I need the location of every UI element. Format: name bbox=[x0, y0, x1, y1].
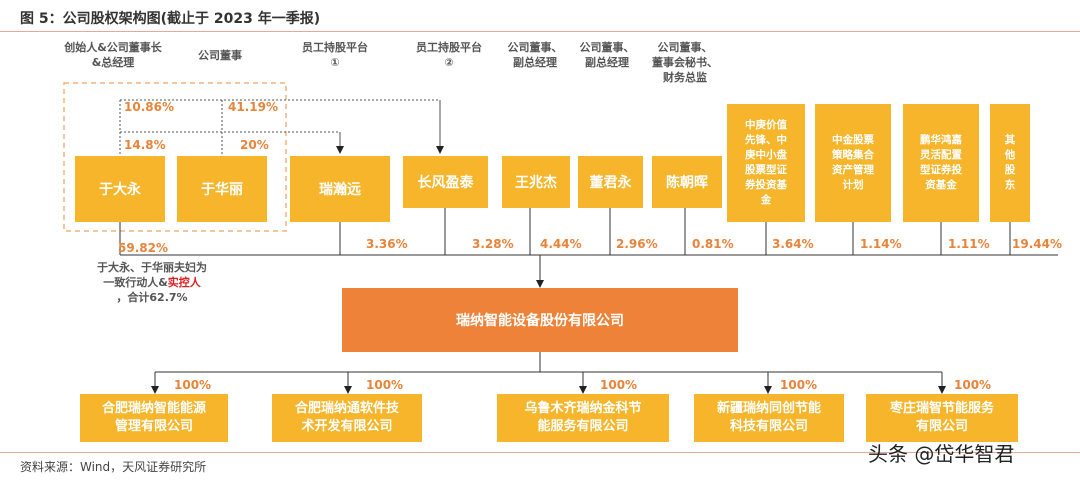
pct-yuhuali-to-ruihanyuan: 20% bbox=[240, 138, 269, 152]
role-esop-platform-1: 员工持股平台 ① bbox=[302, 41, 368, 69]
pct-yudayong-to-ruihanyuan: 14.8% bbox=[124, 138, 166, 152]
figure-title: 图 5：公司股权架构图(截止于 2023 年一季报) bbox=[20, 11, 321, 27]
pct-others: 19.44% bbox=[1012, 237, 1062, 251]
watermark: 头条 @岱华智君 bbox=[868, 442, 1015, 466]
role-director-vp-2: 公司董事、 副总经理 bbox=[579, 41, 635, 69]
shareholder-wangzhaojie: 王兆杰 bbox=[502, 156, 570, 208]
shareholder-chenchaohui: 陈朝晖 bbox=[652, 156, 722, 208]
shareholder-fund-cicc: 中金股票 策略集合 资产管理 计划 bbox=[815, 104, 891, 222]
pct-changfeng: 3.28% bbox=[472, 237, 514, 251]
shareholder-yuhuali: 于华丽 bbox=[177, 156, 267, 222]
shareholder-changfeng: 长风盈泰 bbox=[403, 156, 488, 208]
founders-dashed-frame bbox=[63, 82, 287, 232]
pct-sub-5: 100% bbox=[954, 378, 992, 392]
actual-controller-note: 于大永、于华丽夫妇为 一致行动人&实控人 ，合计62.7% bbox=[97, 261, 207, 304]
pct-yuhuali-to-changfeng: 41.19% bbox=[228, 100, 278, 114]
pct-fund-zhonggeng: 3.64% bbox=[772, 237, 814, 251]
pct-sub-3: 100% bbox=[600, 378, 638, 392]
pct-sub-4: 100% bbox=[780, 378, 818, 392]
role-director-vp-1: 公司董事、 副总经理 bbox=[507, 41, 563, 69]
bottom-divider bbox=[0, 452, 1080, 453]
pct-fund-penghua: 1.11% bbox=[948, 237, 990, 251]
pct-dongjunyong: 2.96% bbox=[616, 237, 658, 251]
company-main: 瑞纳智能设备股份有限公司 bbox=[342, 288, 738, 352]
subsidiary-urumqi: 乌鲁木齐瑞纳金科节 能服务有限公司 bbox=[497, 394, 669, 442]
subsidiary-xinjiang: 新疆瑞纳同创节能 科技有限公司 bbox=[694, 394, 844, 442]
pct-ruihanyuan: 3.36% bbox=[366, 237, 408, 251]
role-founder-chairman: 创始人&公司董事长 &总经理 bbox=[64, 41, 162, 69]
top-divider bbox=[0, 31, 1080, 32]
shareholder-fund-penghua: 鹏华鸿嘉 灵活配置 型证券投 资基金 bbox=[903, 104, 979, 222]
pct-chenchaohui: 0.81% bbox=[692, 237, 734, 251]
shareholder-fund-zhonggeng: 中庚价值 先锋、中 庚中小盘 股票型证 券投资基 金 bbox=[727, 104, 805, 222]
role-director-secretary-cfo: 公司董事、 董事会秘书、 财务总监 bbox=[652, 41, 718, 84]
subsidiary-hefei-energy: 合肥瑞纳智能能源 管理有限公司 bbox=[80, 394, 228, 442]
source-note: 资料来源：Wind，天风证券研究所 bbox=[20, 460, 207, 474]
shareholder-yudayong: 于大永 bbox=[75, 156, 165, 222]
role-esop-platform-2: 员工持股平台 ② bbox=[416, 41, 482, 69]
shareholder-ruihanyuan: 瑞瀚远 bbox=[290, 156, 390, 222]
subsidiary-zaozhuang: 枣庄瑞智节能服务 有限公司 bbox=[866, 394, 1018, 442]
pct-sub-2: 100% bbox=[366, 378, 404, 392]
role-director: 公司董事 bbox=[198, 49, 242, 62]
shareholder-dongjunyong: 董君永 bbox=[578, 156, 643, 208]
pct-founders-combined: 59.82% bbox=[118, 241, 168, 255]
subsidiary-hefei-software: 合肥瑞纳通软件技 术开发有限公司 bbox=[272, 394, 422, 442]
pct-wangzhaojie: 4.44% bbox=[540, 237, 582, 251]
pct-fund-cicc: 1.14% bbox=[860, 237, 902, 251]
pct-sub-1: 100% bbox=[174, 378, 212, 392]
shareholder-others: 其 他 股 东 bbox=[990, 104, 1030, 222]
pct-yudayong-to-changfeng: 10.86% bbox=[124, 100, 174, 114]
